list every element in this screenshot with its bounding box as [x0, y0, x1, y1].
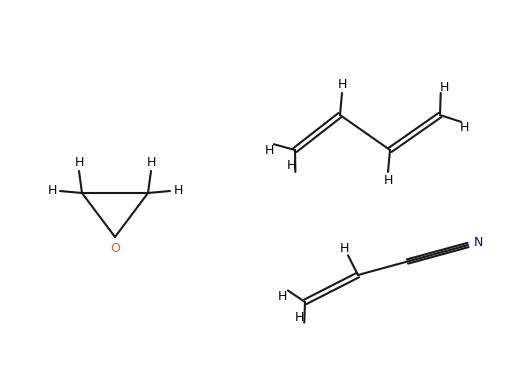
Text: H: H	[265, 144, 275, 157]
Text: H: H	[173, 184, 183, 197]
Text: H: H	[440, 80, 449, 93]
Text: H: H	[460, 121, 470, 134]
Text: H: H	[340, 242, 349, 255]
Text: H: H	[337, 79, 347, 92]
Text: H: H	[383, 173, 393, 186]
Text: H: H	[74, 156, 84, 169]
Text: H: H	[294, 311, 304, 324]
Text: H: H	[146, 156, 155, 169]
Text: N: N	[473, 237, 483, 249]
Text: H: H	[278, 290, 288, 303]
Text: O: O	[110, 241, 120, 255]
Text: H: H	[47, 184, 57, 197]
Text: H: H	[287, 159, 296, 172]
